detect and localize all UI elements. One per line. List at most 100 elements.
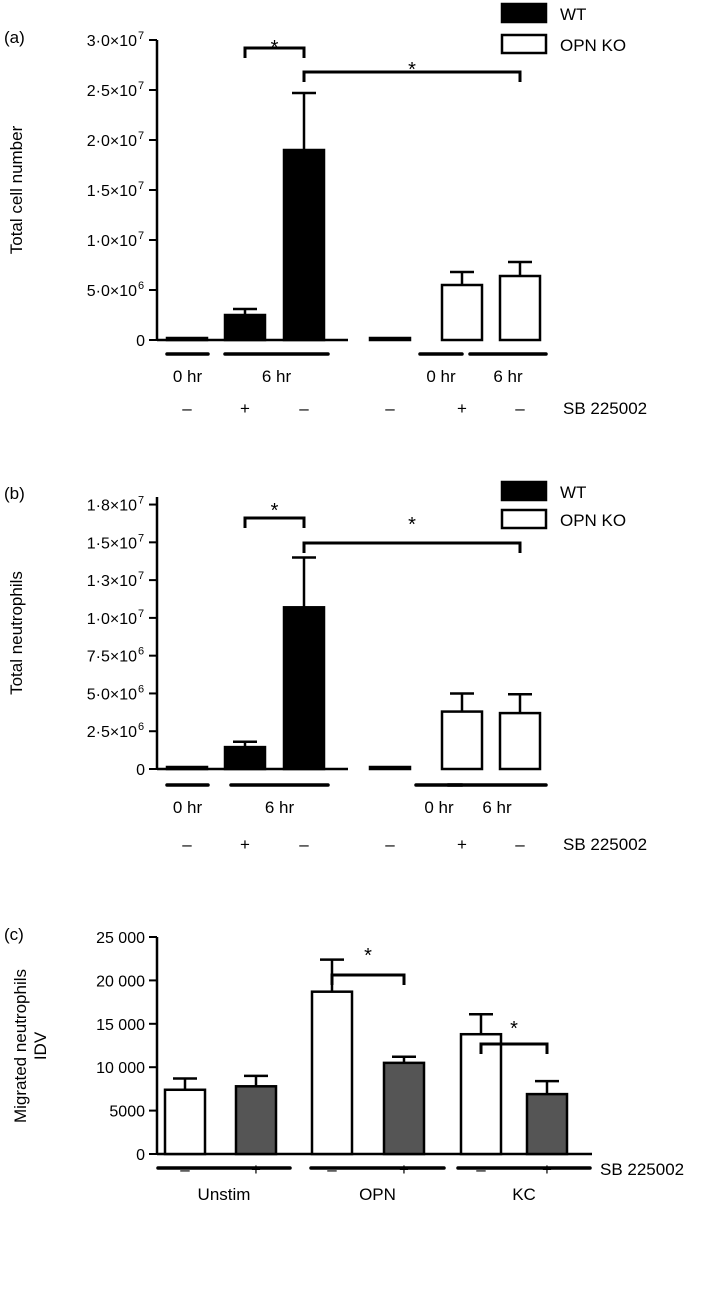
group-label: 6 hr <box>482 798 512 817</box>
y-tick-label: 3·0×10 <box>87 33 137 50</box>
bar <box>282 148 326 342</box>
treatment-marker: + <box>399 1160 409 1179</box>
panel-label: (c) <box>4 925 24 944</box>
bar <box>163 1088 207 1156</box>
significance-star: * <box>271 37 279 59</box>
treatment-marker: – <box>515 835 525 854</box>
y-tick-exponent: 7 <box>138 80 144 92</box>
y-tick-label: 1·8×10 <box>87 498 137 515</box>
legend-label: OPN KO <box>560 511 626 530</box>
bar <box>498 274 542 342</box>
legend-swatch <box>500 480 548 502</box>
group-label: KC <box>512 1185 536 1204</box>
legend-label: WT <box>560 5 586 24</box>
treatment-marker: + <box>240 399 250 418</box>
group-label: 0 hr <box>173 367 203 386</box>
y-tick-label: 1·5×10 <box>87 535 137 552</box>
y-tick-label: 5·0×10 <box>87 686 137 703</box>
treatment-marker: + <box>457 835 467 854</box>
significance-bracket <box>243 46 306 58</box>
y-tick-label: 1·3×10 <box>87 573 137 590</box>
legend-label: WT <box>560 483 586 502</box>
y-tick-label: 1·0×10 <box>87 233 137 250</box>
bar <box>165 765 209 771</box>
y-tick-exponent: 6 <box>138 646 144 658</box>
treatment-marker: + <box>457 399 467 418</box>
treatment-marker: – <box>385 835 395 854</box>
bar <box>282 606 326 771</box>
y-tick-label: 5000 <box>109 1104 145 1121</box>
group-label: 0 hr <box>424 798 454 817</box>
y-tick-label: 1·0×10 <box>87 611 137 628</box>
bar <box>459 1032 503 1156</box>
y-tick-exponent: 7 <box>138 532 144 544</box>
y-tick-exponent: 7 <box>138 30 144 42</box>
treatment-marker: + <box>240 835 250 854</box>
bar <box>223 745 267 771</box>
y-tick-label: 2·0×10 <box>87 133 137 150</box>
group-label: 0 hr <box>173 798 203 817</box>
y-tick-label: 0 <box>136 762 145 779</box>
chart-panel-3: (c) Migrated neutrophils IDV 0 5000 10 000 15 … <box>4 925 684 1204</box>
significance-star: * <box>364 945 372 967</box>
significance-star: * <box>271 500 279 522</box>
y-tick-exponent: 7 <box>138 230 144 242</box>
treatment-marker: – <box>385 399 395 418</box>
legend-swatch <box>500 2 548 24</box>
bar <box>165 336 209 342</box>
y-tick-label: 0 <box>136 333 145 350</box>
significance-bracket <box>479 1042 549 1054</box>
significance-bracket <box>302 541 522 553</box>
y-tick-exponent: 6 <box>138 683 144 695</box>
group-label: Unstim <box>198 1185 251 1204</box>
group-label: 6 hr <box>493 367 523 386</box>
y-tick-label: 0 <box>136 1147 145 1164</box>
legend-swatch <box>500 508 548 530</box>
treatment-marker: + <box>542 1160 552 1179</box>
group-label: OPN <box>359 1185 396 1204</box>
bar <box>310 990 354 1156</box>
treatment-marker: + <box>251 1160 261 1179</box>
y-tick-exponent: 7 <box>138 570 144 582</box>
y-tick-exponent: 6 <box>138 721 144 733</box>
significance-star: * <box>510 1018 518 1040</box>
treatment-marker: – <box>182 399 192 418</box>
y-tick-label: 15 000 <box>96 1017 145 1034</box>
y-tick-label: 1·5×10 <box>87 183 137 200</box>
y-axis-label-line: IDV <box>31 1031 50 1060</box>
treatment-marker: – <box>182 835 192 854</box>
panel-label: (b) <box>4 484 25 503</box>
significance-star: * <box>408 59 416 81</box>
bar <box>234 1085 278 1156</box>
y-tick-exponent: 7 <box>138 130 144 142</box>
y-tick-label: 20 000 <box>96 973 145 990</box>
treatment-row-label: SB 225002 <box>563 835 647 854</box>
treatment-marker: – <box>327 1160 337 1179</box>
treatment-marker: – <box>299 835 309 854</box>
y-tick-label: 2·5×10 <box>87 83 137 100</box>
y-axis-label: Total neutrophils <box>7 571 26 695</box>
bar <box>440 283 484 342</box>
bar <box>223 313 267 342</box>
legend-swatch <box>500 33 548 55</box>
group-label: 6 hr <box>262 367 292 386</box>
group-label: 0 hr <box>426 367 456 386</box>
y-tick-label: 7·5×10 <box>87 649 137 666</box>
y-tick-label: 5·0×10 <box>87 283 137 300</box>
y-tick-label: 25 000 <box>96 930 145 947</box>
y-tick-exponent: 6 <box>138 280 144 292</box>
bar <box>440 710 484 771</box>
treatment-marker: – <box>299 399 309 418</box>
bar <box>525 1092 569 1156</box>
significance-bracket <box>330 973 406 985</box>
treatment-row-label: SB 225002 <box>563 399 647 418</box>
treatment-marker: – <box>476 1160 486 1179</box>
bar <box>498 711 542 771</box>
significance-star: * <box>408 514 416 536</box>
y-tick-label: 2·5×10 <box>87 724 137 741</box>
y-tick-exponent: 7 <box>138 180 144 192</box>
y-axis-label-line: Migrated neutrophils <box>11 969 30 1123</box>
